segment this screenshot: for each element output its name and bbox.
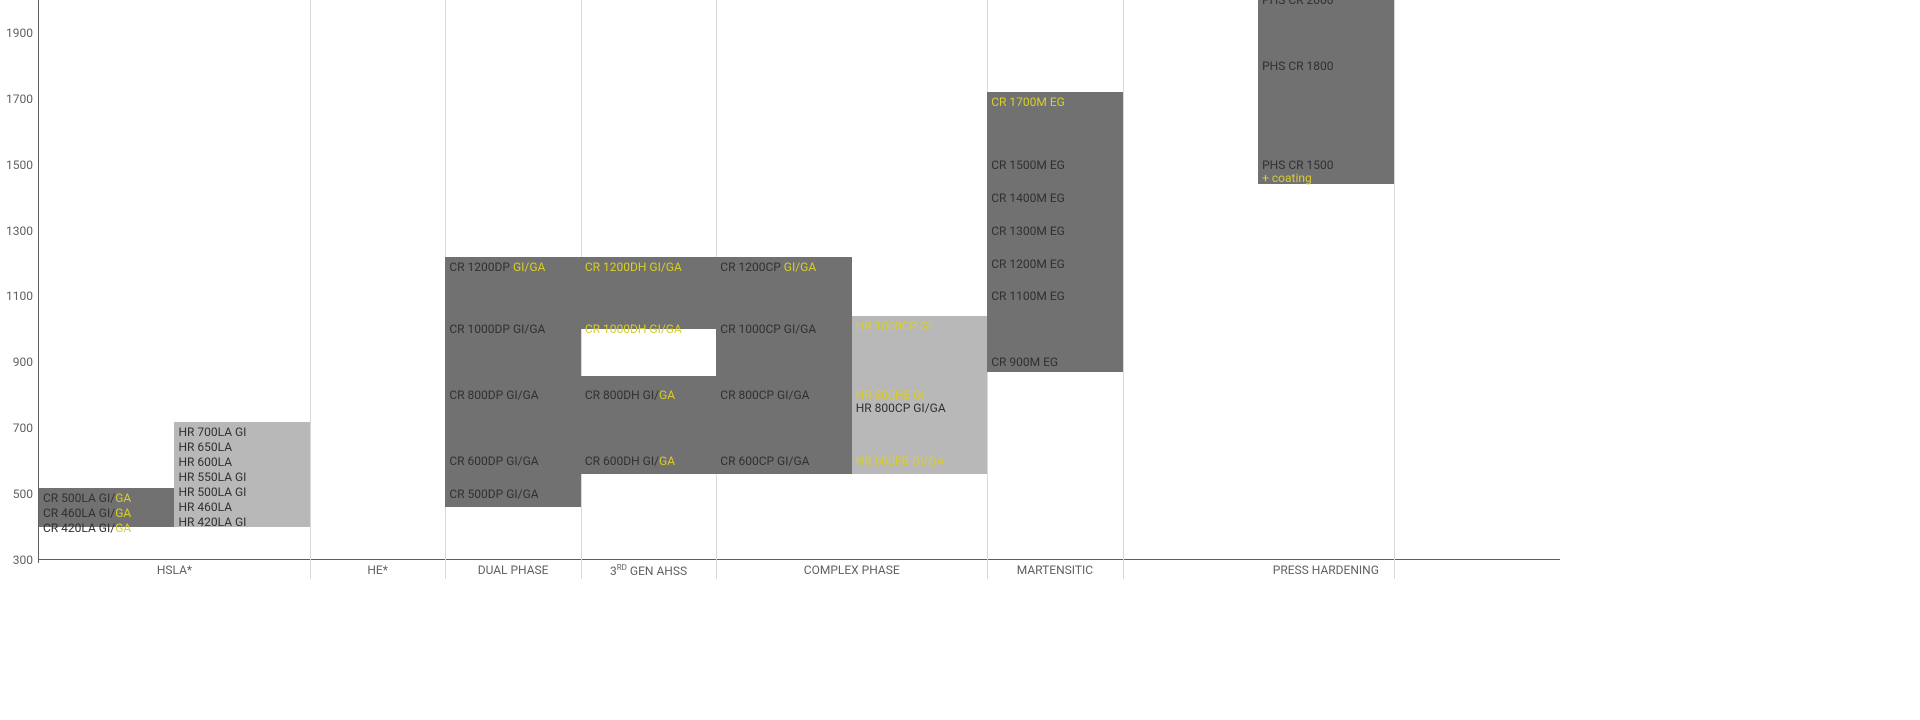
column-separator — [1123, 0, 1124, 579]
x-category-label: PRESS HARDENING — [1273, 563, 1379, 577]
x-category-label: HE* — [367, 563, 388, 577]
grade-label: HR 460LA — [178, 500, 232, 515]
x-category-label: MARTENSITIC — [1017, 563, 1093, 577]
grade-label: CR 420LA GI/GA — [43, 521, 131, 536]
grade-label: CR 1200DP GI/GA — [449, 260, 545, 275]
grade-label: CR 1300M EG — [991, 224, 1065, 239]
steel-grade-chart: 300 500 700 900 1100 1300 1500 1700 1900 HSLA* HE*… — [0, 0, 1920, 720]
grade-block: CR 1200DH GI/GACR 1000DH GI/GA — [581, 257, 716, 329]
grade-label: CR 800DH GI/GA — [585, 388, 675, 403]
grade-label: CR 900M EG — [991, 355, 1058, 370]
grade-label: CR 1700M EG — [991, 95, 1065, 110]
grade-label: HR 500LA GI — [178, 485, 246, 500]
grade-block: CR 1200CP GI/GA CR 1000CP GI/GA CR 800CP G… — [716, 257, 851, 474]
grade-label: CR 600DP GI/GA — [449, 454, 538, 469]
column-separator — [1394, 0, 1395, 579]
y-tick-label: 1100 — [6, 289, 39, 303]
grade-label: HR 600LA — [178, 455, 232, 470]
grade-label: CR 1000DP GI/GA — [449, 322, 545, 337]
grade-label: HR 420LA GI — [178, 515, 246, 530]
y-tick-label: 1500 — [6, 158, 39, 172]
grade-label: CR 1400M EG — [991, 191, 1065, 206]
grade-label: + coating — [1262, 171, 1312, 186]
grade-block: CR 500LA GI/GACR 460LA GI/GACR 420LA GI/… — [39, 488, 174, 528]
grade-label: PHS CR 2000 — [1262, 0, 1333, 8]
grade-label: CR 600CP GI/GA — [720, 454, 809, 469]
grade-label: HR 700LA GI — [178, 425, 246, 440]
x-category-label: 3RD GEN AHSS — [610, 563, 687, 578]
column-separator — [310, 0, 311, 579]
grade-label: CR 500LA GI/GA — [43, 491, 131, 506]
y-tick-label: 300 — [13, 553, 39, 567]
grade-label: CR 800CP GI/GA — [720, 388, 809, 403]
y-tick-label: 1900 — [6, 26, 39, 40]
y-tick-label: 500 — [13, 487, 39, 501]
x-category-label: COMPLEX PHASE — [804, 563, 900, 577]
grade-label: CR 1200DH GI/GA — [585, 260, 682, 275]
grade-label: CR 1100M EG — [991, 289, 1065, 304]
y-tick-label: 1700 — [6, 92, 39, 106]
plot-area: 30050070090011001300150017001900HSLA*HE*… — [38, 0, 1560, 560]
x-category-label: HSLA* — [157, 563, 192, 577]
y-tick-label: 900 — [13, 355, 39, 369]
grade-label: HR 650LA — [178, 440, 232, 455]
grade-label: CR 800DP GI/GA — [449, 388, 538, 403]
x-category-label: DUAL PHASE — [478, 563, 549, 577]
grade-label: CR 1200M EG — [991, 257, 1065, 272]
grade-label: CR 500DP GI/GA — [449, 487, 538, 502]
grade-label: CR 460LA GI/GA — [43, 506, 131, 521]
grade-label: HR 600FB GI/GA — [856, 454, 945, 469]
grade-label: PHS CR 1800 — [1262, 59, 1333, 74]
grade-label: CR 1500M EG — [991, 158, 1065, 173]
y-tick-label: 1300 — [6, 224, 39, 238]
grade-block: HR 700LA GIHR 650LAHR 600LAHR 550LA GIHR… — [174, 422, 309, 527]
grade-label: HR 1000CP GI — [856, 319, 932, 334]
grade-label: HR 800CP GI/GA — [856, 401, 946, 416]
grade-label: CR 1200CP GI/GA — [720, 260, 816, 275]
grade-block: PHS CR 2000PHS CR 1800PHS CR 1500+ coati… — [1258, 0, 1393, 184]
grade-label: HR 550LA GI — [178, 470, 246, 485]
grade-block: CR 800DH GI/GA CR 600DH GI/GA — [581, 376, 716, 475]
grade-block: CR 1200DP GI/GA CR 1000DP GI/GA CR 800DP G… — [445, 257, 580, 507]
grade-label: CR 1000DH GI/GA — [585, 322, 682, 337]
grade-label: CR 1000CP GI/GA — [720, 322, 816, 337]
grade-block: CR 1700M EG CR 1500M EG CR 1400M EG CR 1300… — [987, 92, 1122, 372]
grade-label: CR 600DH GI/GA — [585, 454, 675, 469]
grade-block: HR 1000CP GIHR 800HE GIHR 800CP GI/GAHR … — [852, 316, 987, 474]
y-tick-label: 700 — [13, 421, 39, 435]
